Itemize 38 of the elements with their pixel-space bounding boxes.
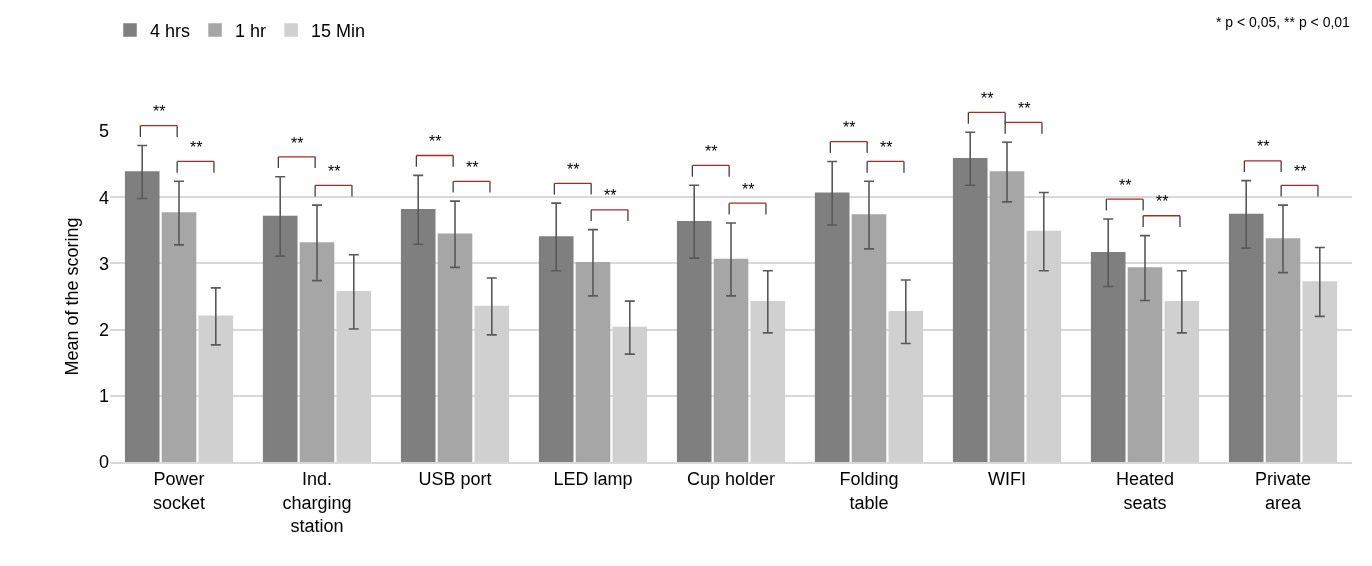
x-tick-label: Folding table bbox=[839, 469, 899, 513]
annotation: ** bbox=[328, 163, 341, 180]
text: * p < 0,05, ** p < 0,01 bbox=[1216, 14, 1351, 30]
annotation: ** bbox=[880, 139, 893, 156]
legend-label: 4 hrs bbox=[150, 21, 191, 42]
x-tick-label: LED lamp bbox=[553, 469, 633, 490]
y-tick-label: 3 bbox=[98, 253, 109, 274]
x-tick-label: Heated seats bbox=[1115, 469, 1175, 513]
annotation: ** bbox=[1294, 163, 1307, 180]
annotation: ** bbox=[429, 133, 442, 150]
legend-label: 1 hr bbox=[235, 21, 267, 42]
annotation: ** bbox=[742, 181, 755, 198]
text: ** bbox=[153, 103, 166, 120]
text: ** bbox=[981, 90, 994, 107]
y-tick-label: 0 bbox=[98, 452, 109, 473]
annotation: ** bbox=[1257, 138, 1270, 155]
y-tick-label: 1 bbox=[98, 386, 109, 407]
annotation: ** bbox=[466, 159, 479, 176]
annotation: ** bbox=[1119, 177, 1132, 194]
x-tick-label: WIFI bbox=[988, 469, 1026, 490]
annotation: ** bbox=[1156, 193, 1169, 210]
text: ** bbox=[1018, 100, 1031, 117]
y-tick-label: 5 bbox=[98, 121, 109, 142]
x-tick-label: USB port bbox=[418, 469, 492, 490]
x-tick-label: Power socket bbox=[152, 469, 206, 513]
annotation: ** bbox=[604, 187, 617, 204]
annotation: ** bbox=[843, 119, 856, 136]
y-tick-label: 4 bbox=[98, 187, 109, 208]
annotation: ** bbox=[705, 143, 718, 160]
x-tick-label: Cup holder bbox=[686, 469, 776, 490]
y-axis-title: Mean of the scoring bbox=[62, 217, 83, 376]
legend-label: 15 Min bbox=[311, 21, 366, 42]
x-tick-label: Ind. charging station bbox=[282, 469, 352, 537]
y-tick-label: 2 bbox=[98, 319, 109, 340]
x-tick-label: Private area bbox=[1254, 469, 1312, 513]
annotation: ** bbox=[567, 161, 580, 178]
annotation: ** bbox=[291, 135, 304, 152]
annotation: ** bbox=[190, 139, 203, 156]
